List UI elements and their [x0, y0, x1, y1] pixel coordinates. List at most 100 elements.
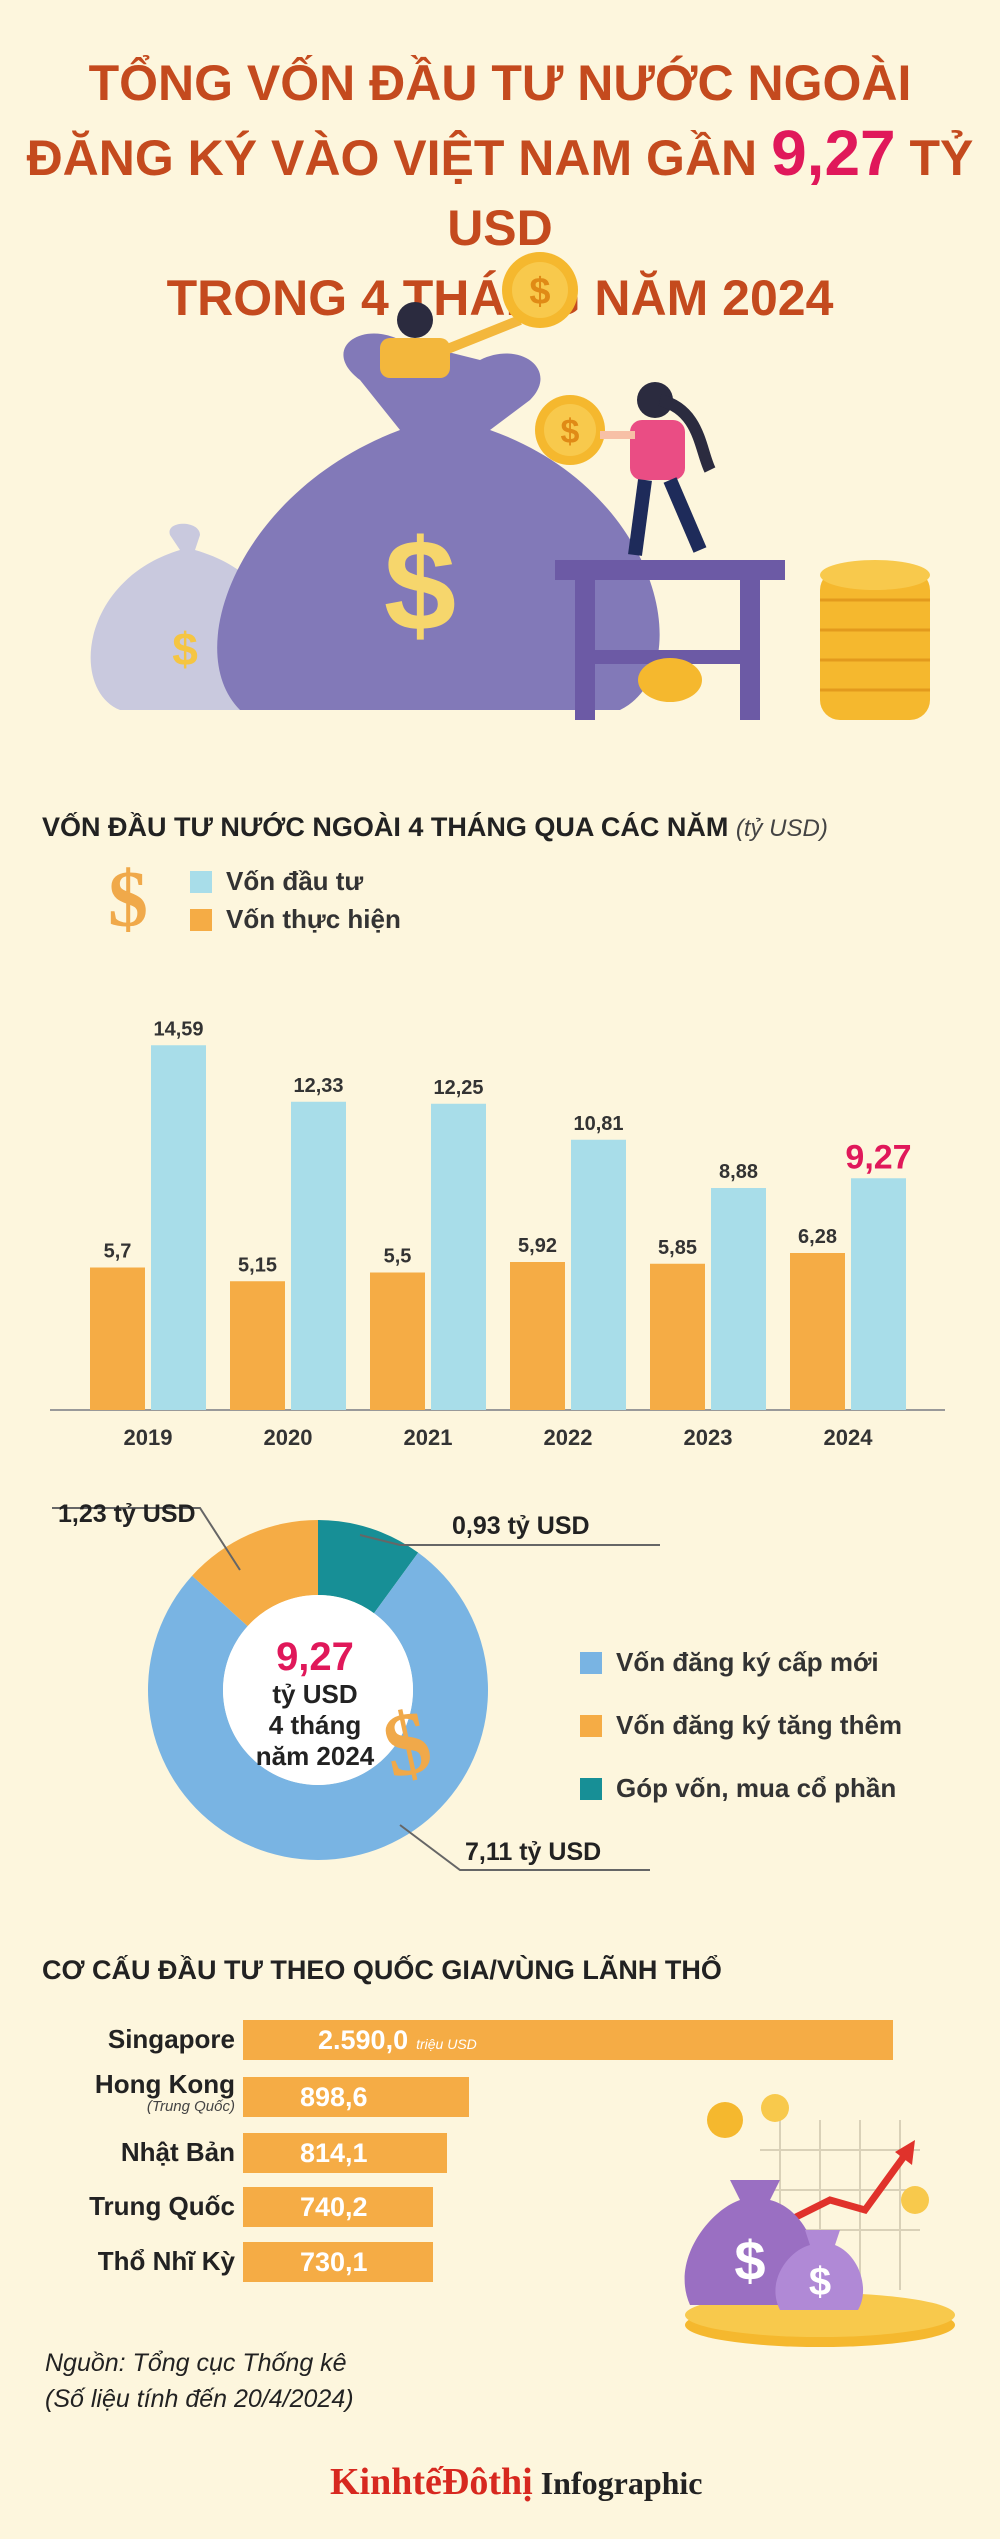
big-money-bag-icon: $ — [217, 333, 660, 710]
section-1-unit: (tỷ USD) — [735, 815, 828, 842]
bar-implemented — [510, 1262, 565, 1410]
donut-hole — [223, 1595, 413, 1785]
man-figure-icon — [380, 302, 522, 378]
data-label-implemented: 6,28 — [798, 1226, 837, 1248]
svg-text:$: $ — [384, 512, 456, 658]
growth-illustration: $ $ — [684, 2094, 955, 2347]
data-label-implemented: 5,15 — [238, 1254, 277, 1276]
section-1-title-text: VỐN ĐẦU TƯ NƯỚC NGOÀI 4 THÁNG QUA CÁC NĂ… — [42, 812, 729, 842]
yearly-investment-bar-chart: 5,7 14,59 2019 5,15 12,33 2020 5,5 12,25 2021 5,9… — [50, 1018, 945, 1450]
growth-arrow-icon — [788, 2152, 908, 2224]
svg-text:$: $ — [561, 413, 580, 451]
country-label: Singapore — [55, 2024, 235, 2054]
country-bar — [243, 2187, 433, 2227]
data-label-registered: 14,59 — [153, 1018, 203, 1040]
country-name: Thổ Nhĩ Kỳ — [97, 2246, 235, 2276]
hero-illustration: $ $ $ $ — [90, 252, 930, 720]
country-label: Thổ Nhĩ Kỳ — [55, 2246, 235, 2276]
legend-swatch-implemented — [190, 909, 212, 931]
bar-implemented — [650, 1263, 705, 1410]
title-line-2-post: TỶ USD — [447, 130, 974, 256]
country-bar — [243, 2020, 893, 2060]
legend-registered-label: Vốn đầu tư — [226, 866, 364, 896]
data-label-registered: 12,33 — [293, 1075, 343, 1097]
data-label-implemented: 5,92 — [518, 1235, 557, 1257]
x-tick-label: 2021 — [404, 1425, 453, 1450]
legend-implemented: Vốn thực hiện — [190, 904, 401, 935]
bar-implemented — [790, 1253, 845, 1410]
page-title: TỔNG VỐN ĐẦU TƯ NƯỚC NGOÀI ĐĂNG KÝ VÀO V… — [0, 48, 1000, 333]
legend-added-capital: Vốn đăng ký tăng thêm — [580, 1710, 902, 1741]
country-value-label: 2.590,0 triệu USD — [318, 2025, 477, 2055]
woman-figure-icon — [600, 382, 716, 556]
legend-swatch-registered — [190, 871, 212, 893]
donut-slice — [192, 1520, 318, 1627]
x-tick-label: 2020 — [264, 1425, 313, 1450]
coin-stack-icon — [820, 560, 930, 720]
coin-icon — [707, 2094, 929, 2214]
legend-swatch-contribution — [580, 1778, 602, 1800]
country-bar — [243, 2133, 448, 2173]
money-bag-icon: $ — [775, 2230, 864, 2310]
country-value-label: 898,6 — [300, 2082, 368, 2112]
donut-center: 9,27 tỷ USD 4 tháng năm 2024 — [230, 1635, 400, 1772]
country-name: Singapore — [107, 2024, 235, 2054]
x-tick-label: 2024 — [824, 1425, 874, 1450]
legend-swatch-new — [580, 1652, 602, 1674]
country-name: Trung Quốc — [89, 2191, 235, 2221]
coin-icon — [638, 658, 702, 702]
donut-slice — [148, 1552, 488, 1860]
dollar-icon: $ — [108, 856, 148, 944]
bar-registered — [151, 1045, 206, 1410]
bar-registered — [851, 1178, 906, 1410]
svg-text:$: $ — [809, 2260, 831, 2304]
bar-registered — [711, 1188, 766, 1410]
title-highlight-value: 9,27 — [771, 117, 896, 189]
leader-line-added — [52, 1507, 241, 1571]
legend-registered: Vốn đầu tư — [190, 866, 363, 897]
country-value-label: 730,1 — [300, 2247, 368, 2277]
country-label: Nhật Bản — [55, 2137, 235, 2167]
legend-added-label: Vốn đăng ký tăng thêm — [616, 1710, 903, 1740]
legend-implemented-label: Vốn thực hiện — [226, 904, 401, 934]
bar-implemented — [90, 1267, 145, 1410]
donut-center-period: 4 tháng — [268, 1710, 362, 1740]
data-label-implemented: 5,7 — [104, 1241, 132, 1263]
stool-icon — [555, 560, 785, 720]
data-label-registered: 9,27 — [845, 1138, 911, 1176]
svg-text:$: $ — [529, 271, 550, 313]
donut-center-unit: tỷ USD — [272, 1679, 358, 1709]
country-value-label: 740,2 — [300, 2192, 368, 2222]
data-label-registered: 10,81 — [573, 1113, 623, 1135]
legend-new-label: Vốn đăng ký cấp mới — [616, 1647, 879, 1677]
country-value-label: 814,1 — [300, 2138, 368, 2168]
source-line-2: (Số liệu tính đến 20/4/2024) — [45, 2385, 354, 2413]
donut-label-contribution: 0,93 tỷ USD — [452, 1512, 590, 1540]
donut-center-value: 9,27 — [276, 1635, 354, 1679]
country-bar — [243, 2077, 469, 2117]
donut-center-year: năm 2024 — [255, 1741, 375, 1771]
country-bar — [243, 2242, 433, 2282]
country-note: (Trung Quốc) — [146, 2098, 235, 2115]
bar-registered — [431, 1103, 486, 1410]
donut-label-new: 7,11 tỷ USD — [465, 1838, 602, 1866]
donut-label-added: 1,23 tỷ USD — [58, 1500, 196, 1528]
legend-contribution-label: Góp vốn, mua cổ phần — [616, 1773, 897, 1803]
brand-suffix: Infographic — [540, 2465, 703, 2501]
country-label: Trung Quốc — [55, 2191, 235, 2221]
leader-line-contribution — [359, 1534, 660, 1546]
data-label-implemented: 5,5 — [384, 1246, 412, 1268]
data-label-registered: 12,25 — [433, 1077, 483, 1099]
section-3-title: CƠ CẤU ĐẦU TƯ THEO QUỐC GIA/VÙNG LÃNH TH… — [42, 1955, 722, 1985]
legend-contribution: Góp vốn, mua cổ phần — [580, 1773, 896, 1804]
country-name: Nhật Bản — [120, 2137, 235, 2167]
source-note: Nguồn: Tổng cục Thống kê (Số liệu tính đ… — [45, 2345, 354, 2417]
title-line-2: ĐĂNG KÝ VÀO VIỆT NAM GẦN 9,27 TỶ USD — [0, 118, 1000, 263]
bar-implemented — [370, 1272, 425, 1410]
data-label-registered: 8,88 — [719, 1161, 758, 1183]
country-name: Hong Kong — [94, 2069, 235, 2099]
arrow-head-icon — [895, 2140, 915, 2165]
source-line-1: Nguồn: Tổng cục Thống kê — [45, 2349, 347, 2377]
leader-line-new — [399, 1824, 650, 1871]
section-1-title: VỐN ĐẦU TƯ NƯỚC NGOÀI 4 THÁNG QUA CÁC NĂ… — [42, 812, 828, 843]
